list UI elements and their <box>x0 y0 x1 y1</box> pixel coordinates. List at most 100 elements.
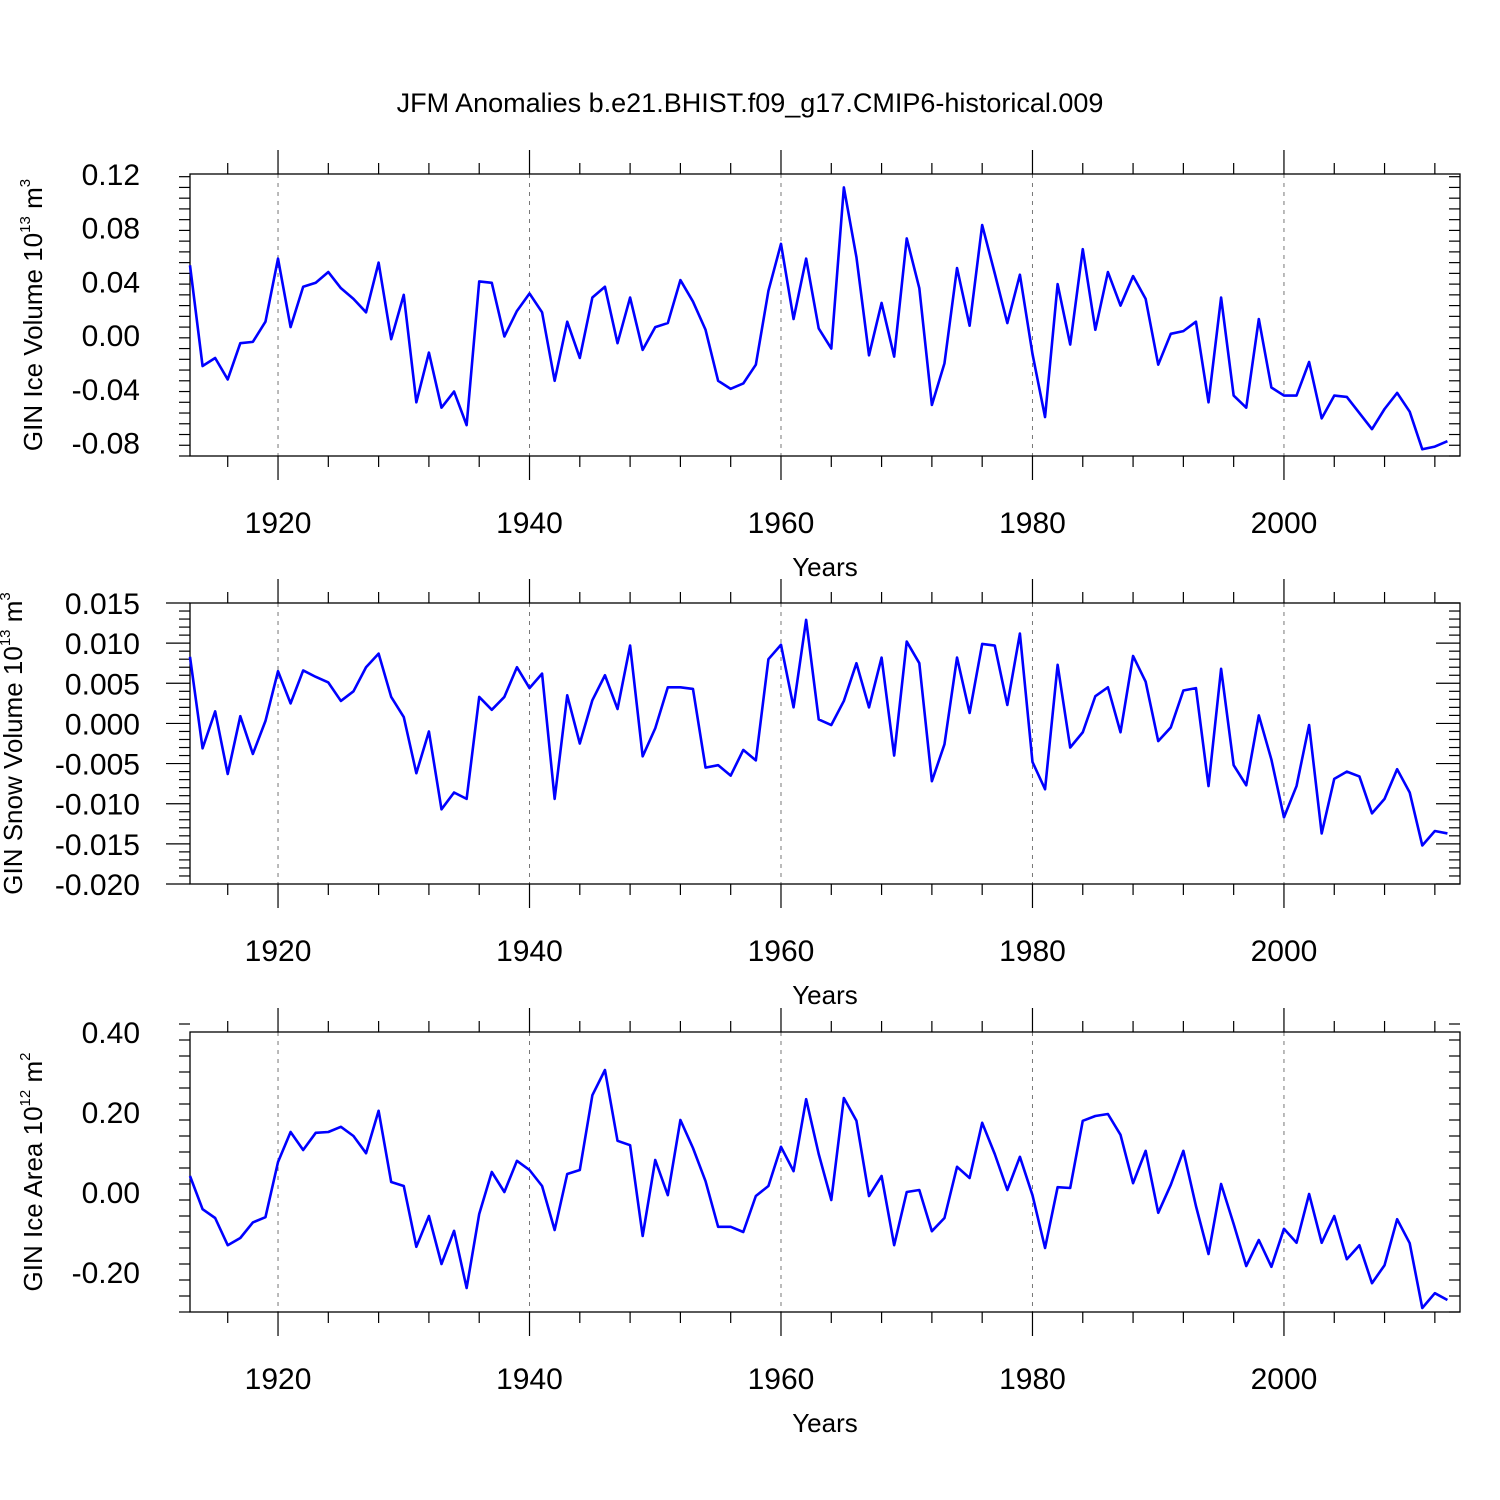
data-point <box>780 243 782 245</box>
data-point <box>1144 298 1146 300</box>
data-point <box>1082 248 1084 250</box>
y-tick-label: -0.010 <box>55 789 140 822</box>
data-point <box>616 342 618 344</box>
data-point <box>968 325 970 327</box>
data-point <box>780 644 782 646</box>
data-point <box>692 300 694 302</box>
data-point <box>931 404 933 406</box>
x-tick-label: 2000 <box>1251 507 1318 540</box>
data-point <box>415 401 417 403</box>
data-point <box>453 1230 455 1232</box>
y-tick-label: -0.020 <box>55 869 140 902</box>
data-point <box>327 1131 329 1133</box>
x-tick-label: 1940 <box>496 1363 563 1396</box>
data-point <box>1182 689 1184 691</box>
data-point <box>541 311 543 313</box>
data-point <box>604 674 606 676</box>
data-point <box>1069 343 1071 345</box>
data-point <box>465 1287 467 1289</box>
data-point <box>843 186 845 188</box>
data-point <box>227 1244 229 1246</box>
data-point <box>1434 445 1436 447</box>
data-point <box>667 322 669 324</box>
data-point <box>1333 778 1335 780</box>
data-point <box>252 753 254 755</box>
y-tick-label: 0.40 <box>82 1017 140 1050</box>
x-tick-label: 1920 <box>245 1363 312 1396</box>
data-point <box>918 662 920 664</box>
data-point <box>742 382 744 384</box>
x-tick-label: 1980 <box>999 1363 1066 1396</box>
data-point <box>1107 271 1109 273</box>
data-point <box>1320 832 1322 834</box>
data-point <box>855 662 857 664</box>
data-point <box>1170 726 1172 728</box>
data-point <box>214 1217 216 1219</box>
data-point <box>340 700 342 702</box>
data-point <box>1308 724 1310 726</box>
y-tick-label: 0.00 <box>82 1177 140 1210</box>
data-point <box>1270 758 1272 760</box>
data-point <box>340 287 342 289</box>
data-point <box>1094 1115 1096 1117</box>
data-point <box>906 640 908 642</box>
data-point <box>1157 740 1159 742</box>
data-point <box>1182 330 1184 332</box>
data-point <box>390 696 392 698</box>
data-point <box>264 1216 266 1218</box>
data-point <box>1333 394 1335 396</box>
data-point <box>315 1132 317 1134</box>
data-point <box>1383 1264 1385 1266</box>
panels: 1920 1940 1960 1980 2000 -0.08 -0.04 0.00 0.04 0.… <box>0 150 1461 1438</box>
data-point <box>403 1185 405 1187</box>
data-point <box>1446 832 1448 834</box>
data-point <box>227 773 229 775</box>
data-point <box>704 766 706 768</box>
y-tick-label: 0.04 <box>82 266 140 299</box>
data-point <box>453 791 455 793</box>
data-point <box>742 1231 744 1233</box>
data-point <box>1119 731 1121 733</box>
data-point <box>415 1246 417 1248</box>
data-point <box>528 1169 530 1171</box>
data-point <box>641 1235 643 1237</box>
data-point <box>629 644 631 646</box>
data-point <box>201 747 203 749</box>
data-point <box>491 709 493 711</box>
data-point <box>1270 1266 1272 1268</box>
y-tick-label: -0.015 <box>55 829 140 862</box>
data-point <box>1119 1134 1121 1136</box>
data-point <box>1195 687 1197 689</box>
data-point <box>440 406 442 408</box>
data-point <box>641 755 643 757</box>
data-point <box>327 271 329 273</box>
y-axis-title: GIN Ice Area 1012 m2 <box>17 1053 48 1292</box>
data-point <box>654 326 656 328</box>
data-point <box>1232 394 1234 396</box>
data-point <box>880 656 882 658</box>
data-point <box>1031 1194 1033 1196</box>
data-point <box>893 1244 895 1246</box>
data-point <box>189 1175 191 1177</box>
data-point <box>302 1149 304 1151</box>
data-point <box>994 272 996 274</box>
data-point <box>1182 1150 1184 1152</box>
data-point <box>541 672 543 674</box>
x-axis-title: Years <box>792 980 858 1010</box>
data-point <box>931 780 933 782</box>
y-tick-label: 0.000 <box>65 708 140 741</box>
data-point <box>1421 448 1423 450</box>
data-point <box>566 321 568 323</box>
data-point <box>767 1185 769 1187</box>
data-point <box>428 1215 430 1217</box>
data-point <box>1270 386 1272 388</box>
data-point <box>1094 695 1096 697</box>
data-point <box>516 310 518 312</box>
data-point <box>1409 1242 1411 1244</box>
data-point <box>1295 785 1297 787</box>
data-point <box>906 237 908 239</box>
data-point <box>1056 1186 1058 1188</box>
data-point <box>868 1195 870 1197</box>
data-point <box>365 666 367 668</box>
